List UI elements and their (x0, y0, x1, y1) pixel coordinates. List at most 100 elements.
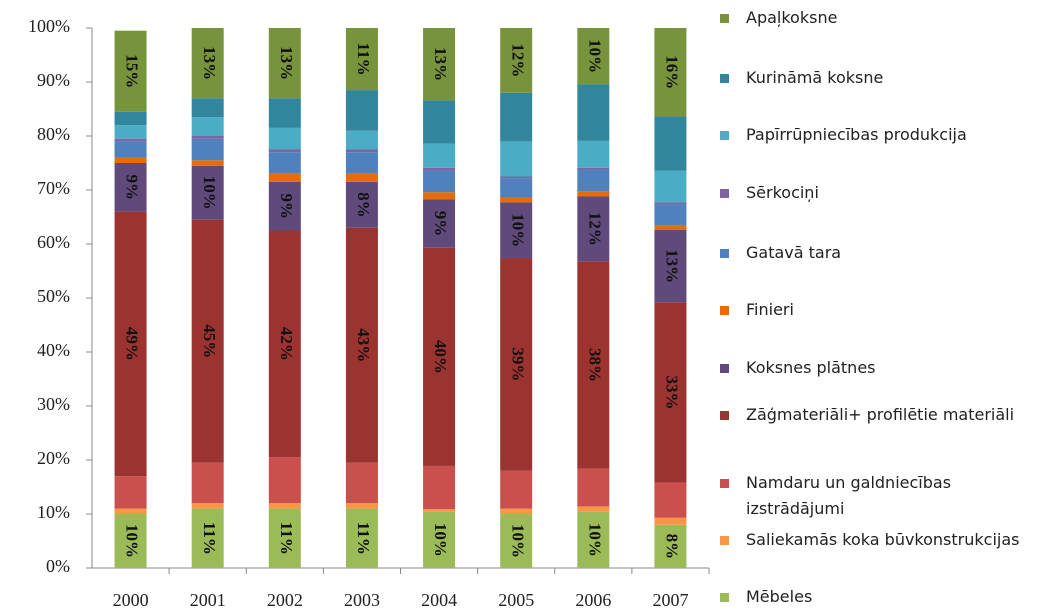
value-label: 10% (585, 39, 604, 73)
bar-segment (654, 225, 687, 230)
bar-segment (423, 143, 456, 168)
bar-segment (114, 141, 147, 158)
bar-segment (500, 176, 533, 179)
legend-item: Zāģmateriāli+ profilētie materiāli (720, 402, 1030, 428)
bar-segment (268, 173, 301, 182)
bar-segment (345, 149, 378, 153)
value-label: 11% (200, 522, 219, 555)
legend-swatch (720, 306, 729, 315)
bar-segment (577, 196, 610, 262)
legend-swatch (720, 479, 729, 488)
bar-segment (500, 202, 533, 259)
bar-segment (114, 157, 147, 163)
bar-segment (577, 169, 610, 192)
bar-segment (114, 125, 147, 139)
value-label: 13% (431, 47, 450, 81)
y-tick-label: 30% (37, 394, 70, 414)
legend-swatch (720, 74, 729, 83)
bar-segment (345, 508, 378, 568)
bar-segment (191, 28, 224, 99)
bar-segment (500, 28, 533, 93)
legend-label: Koksnes plātnes (746, 358, 876, 377)
value-label: 10% (508, 524, 527, 558)
legend-label: Finieri (746, 300, 794, 319)
legend-label: Gatavā tara (746, 243, 842, 262)
value-label: 13% (663, 249, 682, 283)
bar-segment (654, 204, 687, 226)
bar-segment (191, 138, 224, 161)
value-label: 16% (663, 55, 682, 89)
y-tick-label: 100% (28, 16, 70, 36)
legend-swatch (720, 364, 729, 373)
bar-segment (268, 152, 301, 174)
bar-segment (500, 514, 533, 568)
legend-swatch (720, 536, 729, 545)
legend-swatch (720, 189, 729, 198)
bar-segment (654, 229, 687, 303)
bar-segment (114, 508, 147, 514)
bar-segment (114, 514, 147, 568)
legend-swatch (720, 14, 729, 23)
bar-segment (577, 140, 610, 168)
bar-segment (577, 511, 610, 568)
value-label: 9% (431, 211, 450, 237)
legend-item: Koksnes plātnes (720, 355, 1030, 381)
bar-segment (345, 227, 378, 463)
bar-segment (423, 199, 456, 248)
legend-item: Finieri (720, 297, 1030, 323)
bar-segment (268, 98, 301, 128)
bar-segment (500, 197, 533, 203)
bar-segment (500, 470, 533, 509)
value-label: 8% (354, 192, 373, 218)
bar-segment (345, 130, 378, 150)
bar-segment (191, 117, 224, 136)
x-tick-label: 2006 (575, 590, 611, 610)
legend-label: Mēbeles (746, 587, 813, 606)
x-tick-label: 2005 (498, 590, 534, 610)
bar-segment (577, 167, 610, 170)
bar-segment (500, 92, 533, 142)
value-label: 10% (585, 523, 604, 557)
value-label: 39% (508, 347, 527, 381)
bar-segment (345, 28, 378, 91)
legend-item: Namdaru un galdniecības izstrādājumi (720, 470, 1030, 522)
bar-segment (191, 503, 224, 509)
value-label: 38% (585, 348, 604, 382)
bar-segment (268, 181, 301, 231)
value-label: 8% (663, 534, 682, 560)
value-label: 10% (508, 213, 527, 247)
value-label: 42% (277, 327, 296, 361)
legend-swatch (720, 131, 729, 140)
legend-item: Saliekamās koka būvkonstrukcijas (720, 527, 1030, 553)
value-label: 12% (585, 212, 604, 246)
legend-label: Kurināmā koksne (746, 68, 884, 87)
bar-segment (268, 149, 301, 153)
value-label: 49% (123, 327, 142, 361)
bar-segment (114, 211, 147, 477)
bar-segment (191, 219, 224, 463)
legend-item: Papīrrūpniecības produkcija (720, 122, 1030, 148)
bar-segment (577, 468, 610, 507)
bar-segment (577, 84, 610, 141)
legend-label: Namdaru un galdniecības izstrādājumi (746, 473, 952, 518)
bar-segment (423, 511, 456, 568)
legend-item: Kurināmā koksne (720, 65, 1030, 91)
bar-segment (268, 503, 301, 509)
bar-segment (114, 138, 147, 142)
value-label: 11% (277, 522, 296, 555)
y-tick-label: 80% (37, 124, 70, 144)
bar-segment (191, 165, 224, 220)
legend-swatch (720, 411, 729, 420)
value-label: 33% (663, 376, 682, 410)
bar-segment (423, 28, 456, 101)
bar-segment (654, 302, 687, 483)
legend-label: Saliekamās koka būvkonstrukcijas (746, 530, 1020, 549)
bar-segment (191, 98, 224, 118)
bar-segment (654, 116, 687, 171)
y-tick-label: 40% (37, 340, 70, 360)
value-label: 43% (354, 328, 373, 362)
value-label: 13% (200, 46, 219, 80)
bar-segment (345, 173, 378, 182)
